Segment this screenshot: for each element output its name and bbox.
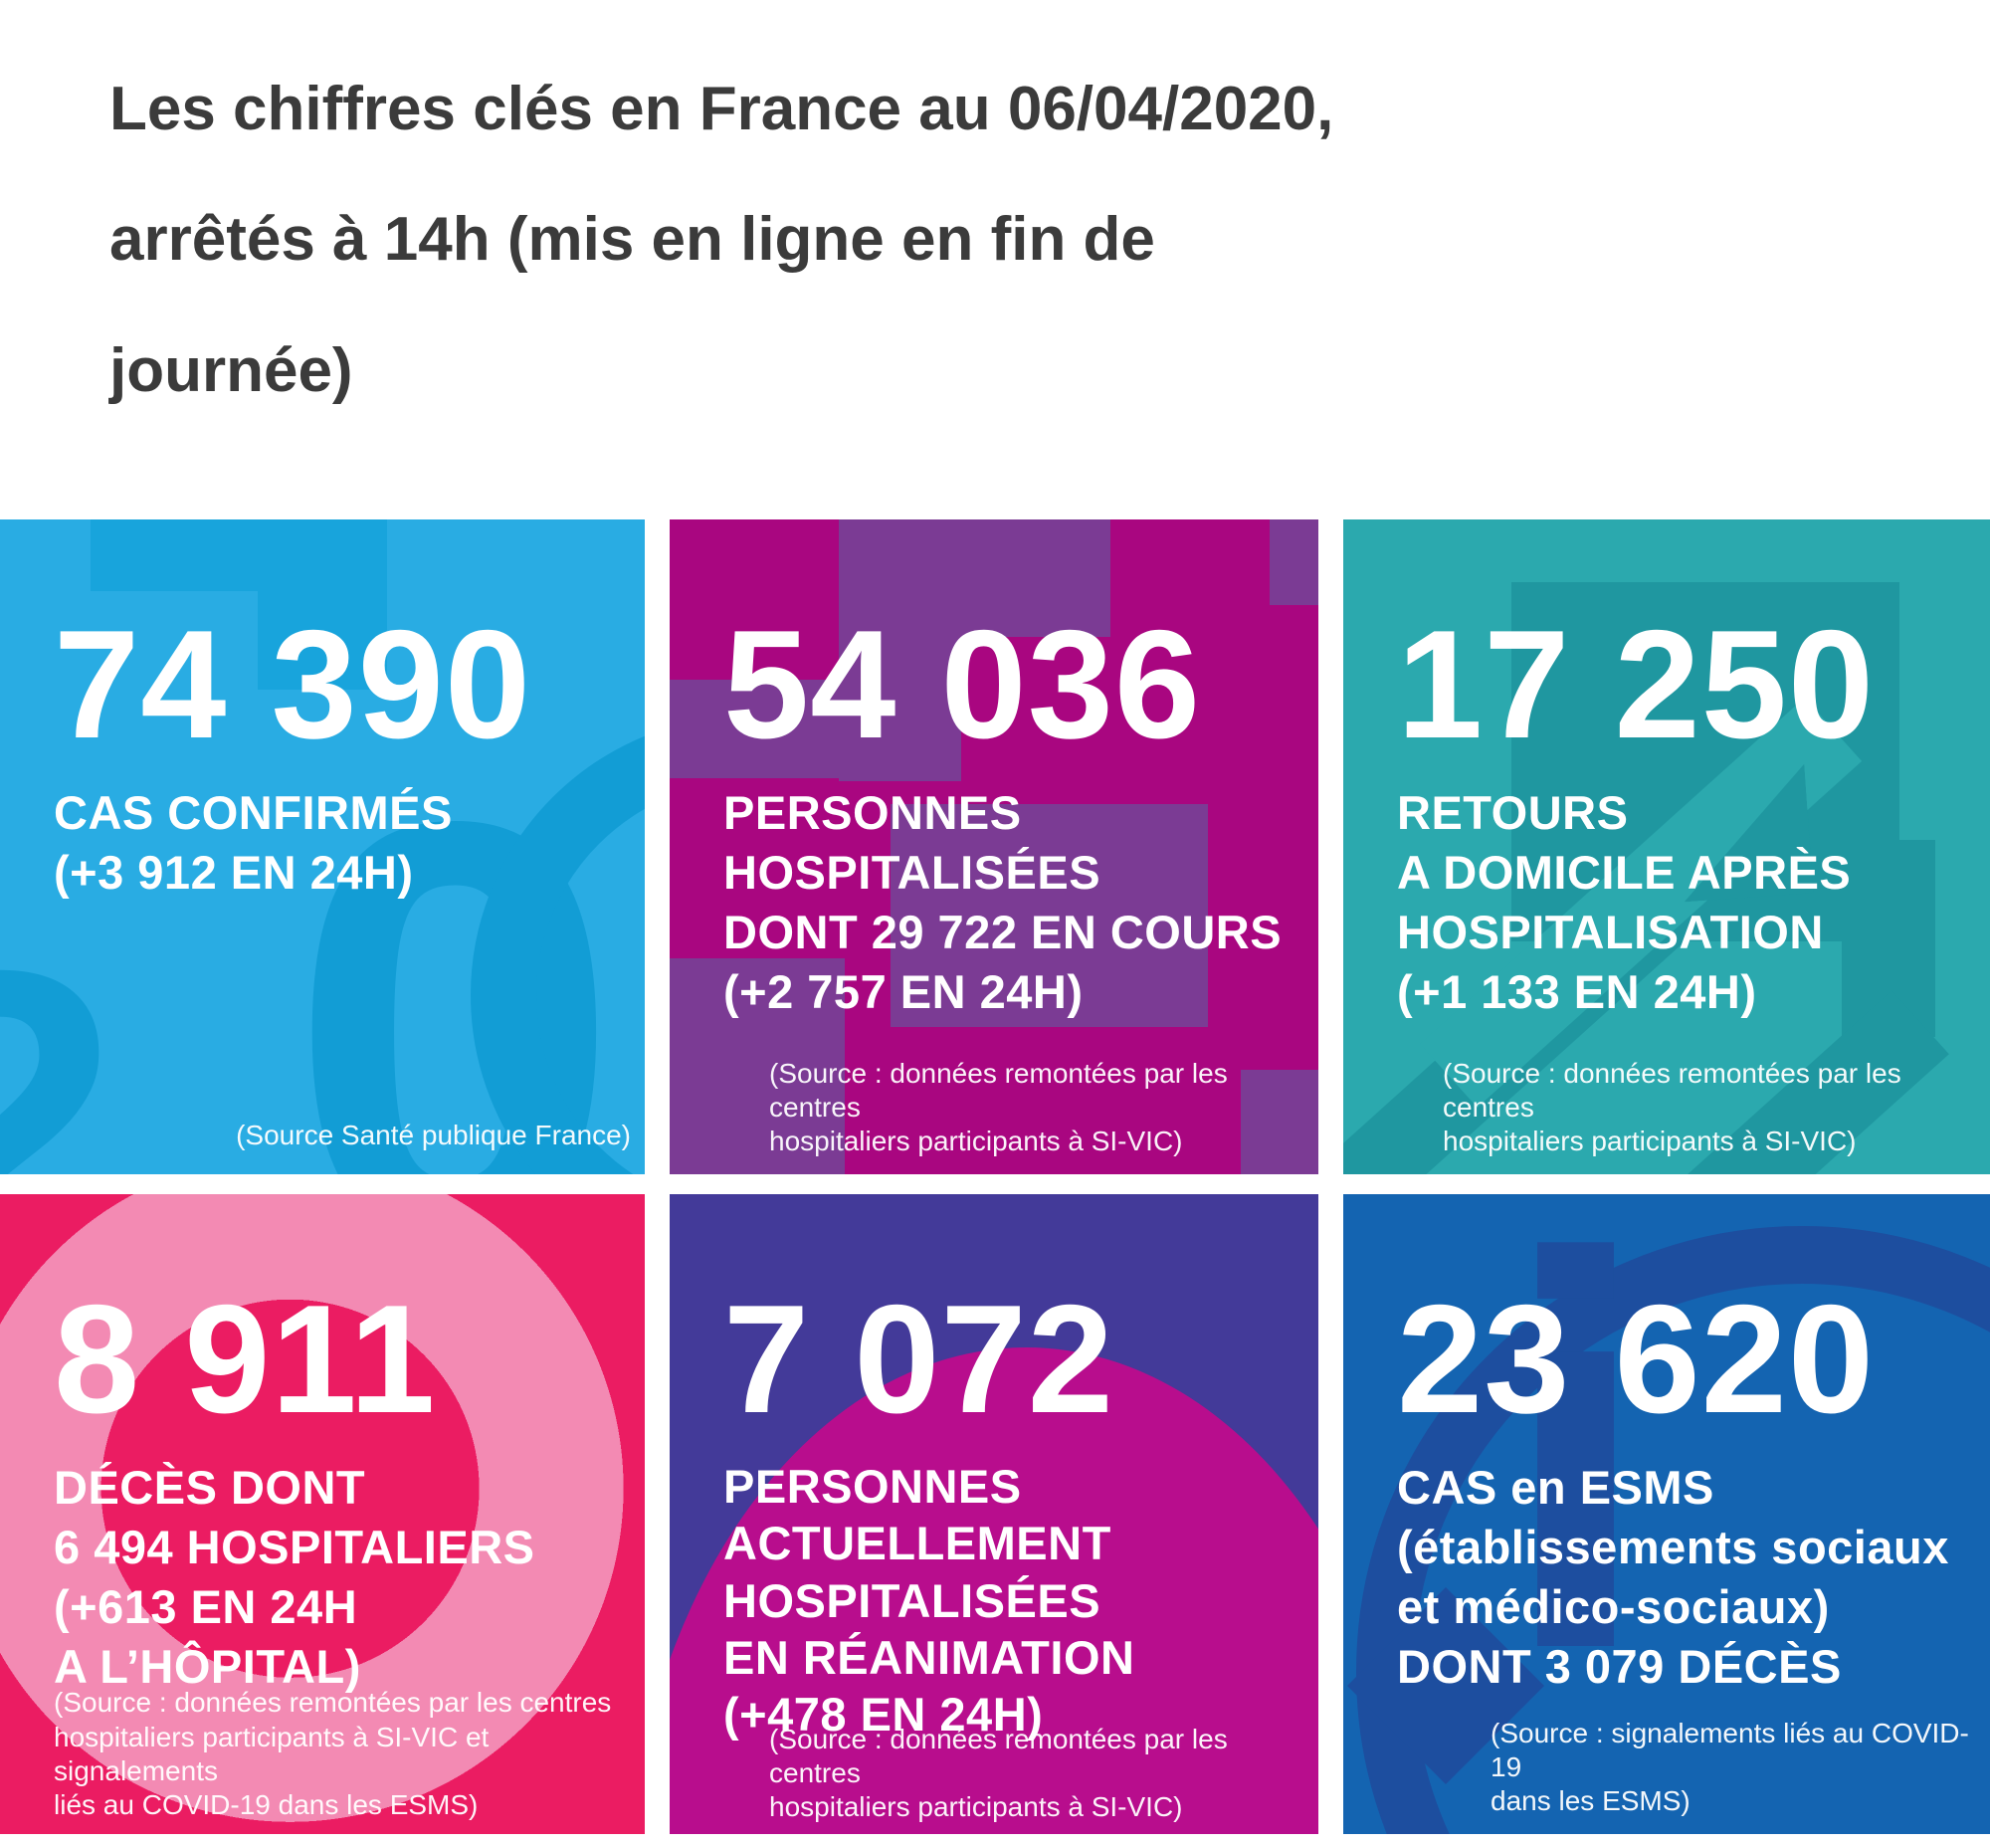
stat-label: PERSONNES ACTUELLEMENT HOSPITALISÉES EN … bbox=[723, 1460, 1135, 1742]
square-decoration bbox=[1270, 519, 1318, 605]
stat-source: (Source Santé publique France) bbox=[236, 1119, 631, 1150]
stat-label: PERSONNES HOSPITALISÉES DONT 29 722 EN C… bbox=[723, 786, 1283, 1019]
info-letter-icon: i bbox=[1498, 1194, 1654, 1764]
tile-personnes-hospitalisees: 54 036 PERSONNES HOSPITALISÉES DONT 29 7… bbox=[670, 519, 1318, 1174]
tile-reanimation: 7 072 PERSONNES ACTUELLEMENT HOSPITALISÉ… bbox=[670, 1194, 1318, 1834]
tile-retours-a-domicile: 17 250 RETOURS A DOMICILE APRÈS HOSPITAL… bbox=[1343, 519, 1990, 1174]
stat-label: DÉCÈS DONT 6 494 HOSPITALIERS (+613 EN 2… bbox=[54, 1461, 535, 1694]
stat-source: (Source : données remontées par les cent… bbox=[769, 1057, 1228, 1156]
stat-value: 23 620 bbox=[1397, 1273, 1876, 1445]
square-decoration bbox=[670, 957, 846, 1174]
stat-value: 54 036 bbox=[723, 598, 1202, 770]
stat-value: 74 390 bbox=[54, 598, 532, 770]
stat-source: (Source : données remontées par les cent… bbox=[1443, 1057, 1901, 1156]
tile-cas-esms: i 23 620 CAS en ESMS (établissements soc… bbox=[1343, 1194, 1990, 1834]
square-decoration bbox=[890, 804, 1209, 1027]
stat-source: (Source : signalements liés au COVID-19 … bbox=[1491, 1717, 1969, 1816]
stat-label: CAS en ESMS (établissements sociaux et m… bbox=[1397, 1461, 1949, 1694]
plus-cross-icon bbox=[90, 519, 387, 592]
square-decoration bbox=[1240, 1069, 1318, 1174]
stat-label: RETOURS A DOMICILE APRÈS HOSPITALISATION… bbox=[1397, 786, 1852, 1019]
stat-value: 17 250 bbox=[1397, 598, 1876, 770]
digit-2-decoration: 2 bbox=[0, 883, 121, 1174]
square-decoration bbox=[838, 519, 962, 782]
stat-value: 7 072 bbox=[723, 1273, 1114, 1445]
stat-value: 8 911 bbox=[54, 1273, 437, 1445]
tile-deces: 8 911 DÉCÈS DONT 6 494 HOSPITALIERS (+61… bbox=[0, 1194, 645, 1834]
stat-source: (Source : données remontées par les cent… bbox=[54, 1687, 612, 1820]
plus-cross-icon bbox=[258, 584, 387, 691]
square-decoration bbox=[948, 519, 1111, 638]
stat-label: CAS CONFIRMÉS (+3 912 EN 24H) bbox=[54, 786, 453, 900]
tile-cas-confirmes: 2 0 74 390 CAS CONFIRMÉS (+3 912 EN 24H)… bbox=[0, 519, 645, 1174]
square-decoration bbox=[670, 680, 839, 778]
stat-source: (Source : données remontées par les cent… bbox=[769, 1723, 1228, 1822]
page-title: Les chiffres clés en France au 06/04/202… bbox=[109, 75, 1334, 405]
